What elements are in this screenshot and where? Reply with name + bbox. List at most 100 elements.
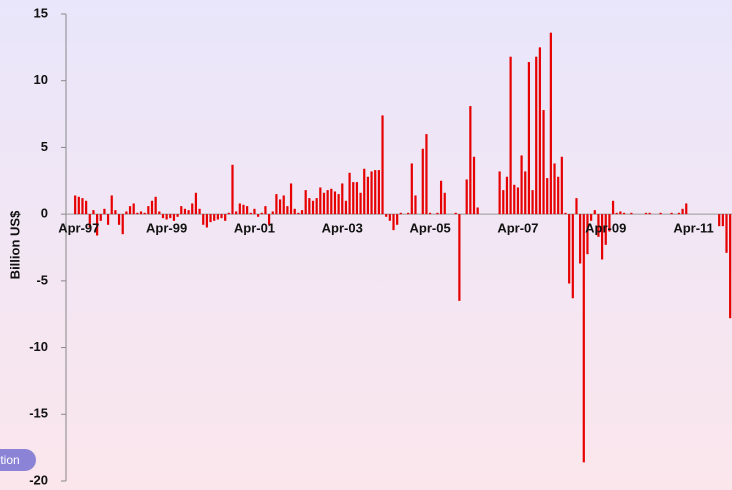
x-tick-label: Apr-97: [58, 221, 99, 236]
bar: [546, 178, 549, 215]
bar: [538, 47, 541, 215]
x-tick-label: Apr-07: [497, 221, 538, 236]
bar: [615, 212, 618, 215]
bar: [516, 187, 520, 215]
bar: [377, 170, 380, 215]
y-tick-label: 5: [41, 139, 48, 154]
button-shape[interactable]: [0, 449, 36, 471]
bar: [77, 196, 80, 215]
bar: [564, 212, 567, 215]
button[interactable]: tion: [0, 449, 36, 471]
bar: [355, 182, 359, 215]
x-tick-label: Apr-09: [585, 221, 626, 236]
bar: [235, 211, 238, 215]
bar: [333, 191, 337, 215]
bar: [410, 163, 413, 215]
bar: [549, 32, 552, 215]
bar: [648, 212, 651, 215]
y-tick-label: -5: [36, 272, 48, 287]
bar: [476, 207, 479, 215]
bar: [319, 187, 322, 215]
bar: [183, 208, 187, 215]
bar: [191, 203, 194, 215]
bar: [454, 212, 457, 215]
bar: [527, 62, 531, 215]
bar: [257, 214, 260, 217]
bar: [289, 183, 293, 215]
bar: [322, 192, 326, 215]
x-tick-label: Apr-05: [410, 221, 451, 236]
bar: [465, 179, 468, 215]
bar: [725, 214, 728, 253]
bar: [622, 212, 626, 215]
y-tick-label: 15: [34, 5, 48, 20]
bar: [85, 200, 88, 215]
bar: [282, 195, 285, 215]
bar: [374, 170, 377, 215]
bar: [425, 134, 428, 215]
bar: [198, 208, 201, 215]
bar: [88, 214, 91, 228]
bar: [125, 211, 128, 215]
bar: [590, 214, 593, 221]
bar: [619, 211, 622, 215]
bar: [344, 200, 348, 215]
bar: [253, 208, 256, 215]
bar: [315, 198, 318, 215]
bar: [271, 211, 274, 215]
bar: [513, 184, 516, 215]
bar: [92, 210, 95, 215]
bar: [443, 192, 446, 215]
bar: [278, 199, 282, 215]
bar: [553, 163, 556, 215]
bar: [472, 156, 476, 215]
bar: [531, 190, 534, 215]
bar: [330, 188, 333, 215]
button-label[interactable]: tion: [0, 453, 19, 467]
bar: [604, 214, 607, 245]
bar: [213, 214, 216, 221]
bar: [136, 212, 139, 215]
bar: [520, 155, 523, 215]
bar: [176, 214, 179, 217]
bar: [74, 195, 77, 215]
bar: [260, 212, 263, 215]
bar: [359, 192, 362, 215]
bar: [363, 168, 366, 215]
bar: [293, 208, 296, 215]
bar: [677, 212, 681, 215]
bar: [99, 214, 102, 221]
bar: [469, 106, 472, 215]
bar: [436, 212, 439, 215]
bar: [392, 214, 395, 231]
bar: [502, 190, 505, 215]
bar: [608, 214, 611, 232]
bar: [264, 206, 267, 215]
bar: [630, 212, 633, 215]
bar: [308, 198, 311, 215]
bar: [161, 214, 165, 219]
bar: [439, 180, 443, 215]
bar: [180, 206, 183, 215]
bar: [337, 194, 340, 215]
bar: [216, 214, 219, 220]
bar: [597, 214, 600, 237]
bar: [205, 214, 208, 228]
bar: [542, 110, 545, 215]
bar: [128, 206, 132, 215]
bar: [242, 204, 245, 215]
bar: [575, 198, 578, 215]
bar: [132, 203, 135, 215]
bar: [509, 56, 512, 215]
bar: [399, 212, 402, 215]
bar: [139, 211, 143, 215]
bar: [220, 214, 223, 219]
bar: [659, 212, 662, 215]
bar: [121, 214, 124, 235]
x-tick-label: Apr-11: [673, 221, 713, 236]
x-tick-label: Apr-03: [322, 221, 363, 236]
bar: [81, 198, 84, 215]
bar: [209, 214, 212, 223]
bar: [165, 214, 168, 220]
